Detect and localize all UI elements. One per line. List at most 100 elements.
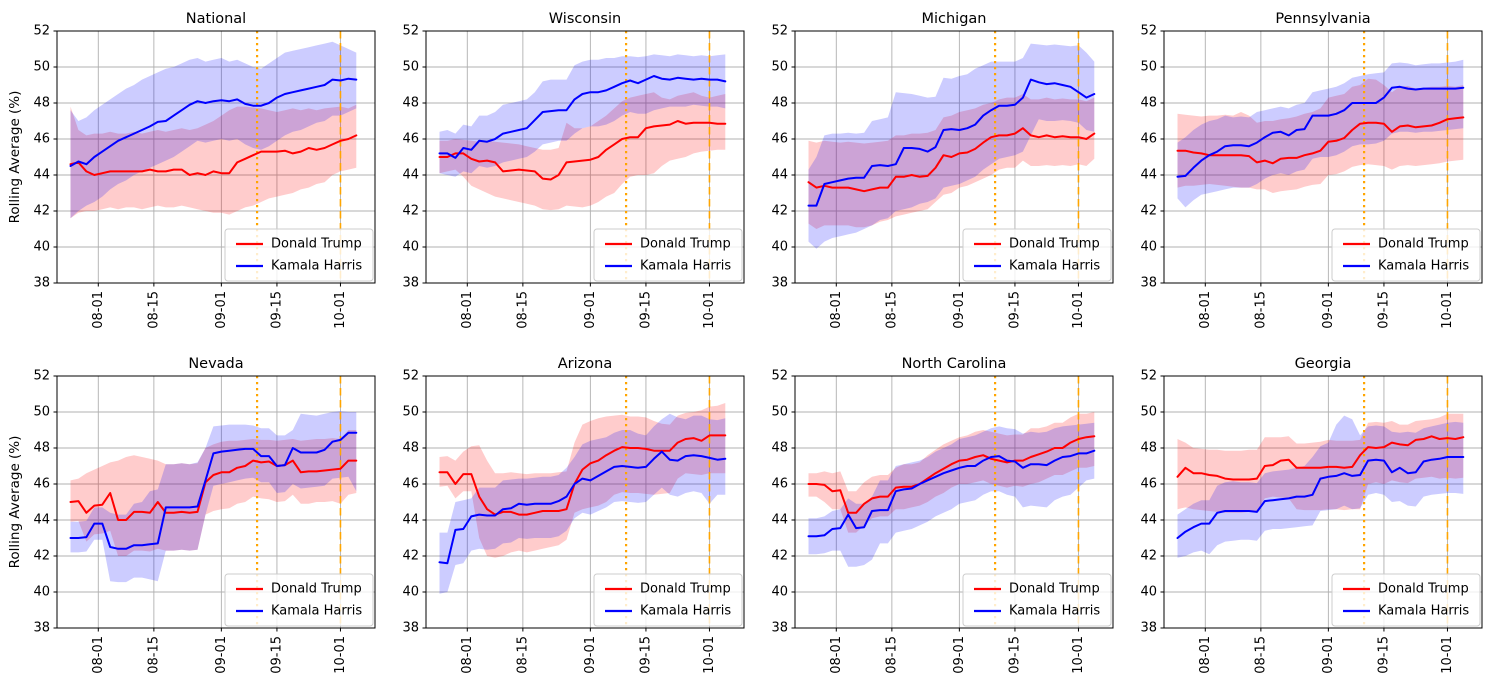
legend: Donald Trump Kamala Harris [593, 228, 743, 282]
legend-label-donald-trump: Donald Trump [1378, 237, 1469, 252]
kamala-harris-confidence-band [70, 41, 357, 219]
x-tick-label: 08-15 [884, 291, 899, 329]
x-tick-label: 10-01 [1440, 291, 1455, 329]
donald-trump-line [807, 435, 1096, 514]
donald-trump-line [69, 459, 358, 521]
y-tick-label: 40 [771, 585, 788, 600]
y-tick-label: 40 [1140, 240, 1157, 255]
y-tick-label: 42 [402, 549, 419, 564]
x-tick-label: 09-01 [214, 636, 229, 674]
kamala-harris-line [807, 449, 1096, 538]
legend: Donald Trump Kamala Harris [224, 573, 374, 627]
x-tick-label: 08-01 [829, 291, 844, 329]
x-tick-label: 08-01 [91, 291, 106, 329]
y-tick-label: 40 [33, 240, 50, 255]
plot-border [425, 375, 745, 629]
kamala-harris-line [1176, 85, 1465, 178]
x-tick-label: 08-15 [884, 636, 899, 674]
x-tick-label: 09-01 [583, 291, 598, 329]
plot-border [56, 375, 376, 629]
y-tick-label: 38 [402, 276, 419, 291]
y-tick-label: 38 [1140, 621, 1157, 636]
kamala-harris-confidence-band [1177, 415, 1464, 558]
y-tick-label: 38 [771, 276, 788, 291]
y-tick-label: 48 [33, 96, 50, 111]
legend-label-kamala-harris: Kamala Harris [1009, 259, 1100, 274]
legend: Donald Trump Kamala Harris [1331, 228, 1481, 282]
x-tick-label: 10-01 [333, 291, 348, 329]
x-tick-label: 09-15 [269, 636, 284, 674]
y-tick-label: 38 [33, 621, 50, 636]
x-tick-label: 10-01 [702, 291, 717, 329]
y-tick-label: 52 [33, 24, 50, 39]
legend-label-donald-trump: Donald Trump [1009, 237, 1100, 252]
y-tick-label: 42 [402, 204, 419, 219]
legend-label-donald-trump: Donald Trump [271, 582, 362, 597]
x-tick-label: 08-01 [1198, 636, 1213, 674]
y-tick-label: 40 [33, 585, 50, 600]
y-tick-label: 42 [1140, 204, 1157, 219]
legend-label-kamala-harris: Kamala Harris [271, 259, 362, 274]
chart-pennsylvania: 38 40 42 44 46 48 50 52 08-01 08-15 09-01 09-15 10-0… [1140, 11, 1483, 329]
y-tick-label: 46 [402, 477, 419, 492]
chart-north-carolina: 38 40 42 44 46 48 50 52 08-01 08-15 09-01 09-15 10-0… [771, 356, 1114, 674]
x-tick-label: 08-01 [829, 636, 844, 674]
y-tick-label: 50 [402, 60, 419, 75]
x-tick-label: 09-01 [1321, 636, 1336, 674]
legend-box [962, 573, 1112, 627]
donald-trump-line [1176, 435, 1465, 481]
x-tick-label: 09-01 [1321, 291, 1336, 329]
y-tick-label: 44 [402, 513, 419, 528]
y-tick-label: 52 [1140, 24, 1157, 39]
x-tick-label: 09-01 [952, 291, 967, 329]
kamala-harris-line [438, 75, 727, 159]
legend-label-kamala-harris: Kamala Harris [1009, 604, 1100, 619]
donald-trump-confidence-band [439, 92, 726, 211]
legend: Donald Trump Kamala Harris [593, 573, 743, 627]
y-tick-label: 50 [1140, 405, 1157, 420]
y-axis-label: Rolling Average (%) [7, 91, 23, 224]
x-tick-label: 09-01 [952, 636, 967, 674]
x-tick-label: 09-15 [1376, 636, 1391, 674]
y-tick-label: 46 [771, 477, 788, 492]
legend-label-kamala-harris: Kamala Harris [1378, 604, 1469, 619]
y-tick-label: 46 [402, 132, 419, 147]
plot-border [794, 30, 1114, 284]
y-tick-label: 40 [402, 585, 419, 600]
y-tick-label: 50 [33, 405, 50, 420]
kamala-harris-line [69, 431, 358, 550]
kamala-harris-line [69, 77, 358, 167]
y-tick-label: 52 [771, 369, 788, 384]
x-tick-label: 09-01 [583, 636, 598, 674]
x-tick-label: 09-15 [1007, 291, 1022, 329]
legend-label-kamala-harris: Kamala Harris [1378, 259, 1469, 274]
y-tick-label: 42 [33, 204, 50, 219]
legend: Donald Trump Kamala Harris [962, 228, 1112, 282]
y-tick-label: 44 [1140, 168, 1157, 183]
plot-border [56, 30, 376, 284]
y-tick-label: 46 [33, 477, 50, 492]
legend-box [593, 573, 743, 627]
y-tick-label: 40 [771, 240, 788, 255]
legend-box [224, 573, 374, 627]
x-tick-label: 10-01 [1071, 636, 1086, 674]
donald-trump-line [438, 120, 727, 181]
x-tick-label: 08-01 [91, 636, 106, 674]
y-tick-label: 48 [1140, 441, 1157, 456]
donald-trump-confidence-band [70, 430, 357, 556]
x-tick-label: 10-01 [1071, 291, 1086, 329]
x-tick-label: 08-01 [460, 291, 475, 329]
x-tick-label: 09-01 [214, 291, 229, 329]
x-tick-label: 08-15 [1253, 636, 1268, 674]
donald-trump-confidence-band [1177, 413, 1464, 513]
chart-michigan: 38 40 42 44 46 48 50 52 08-01 08-15 09-01 09-15 10-0… [771, 11, 1114, 329]
y-tick-label: 40 [1140, 585, 1157, 600]
y-tick-label: 48 [402, 96, 419, 111]
chart-title: Wisconsin [549, 11, 621, 27]
x-tick-label: 10-01 [1440, 636, 1455, 674]
legend-box [1331, 573, 1481, 627]
y-tick-label: 42 [771, 549, 788, 564]
x-tick-label: 10-01 [333, 636, 348, 674]
x-tick-label: 08-01 [460, 636, 475, 674]
y-tick-label: 46 [771, 132, 788, 147]
